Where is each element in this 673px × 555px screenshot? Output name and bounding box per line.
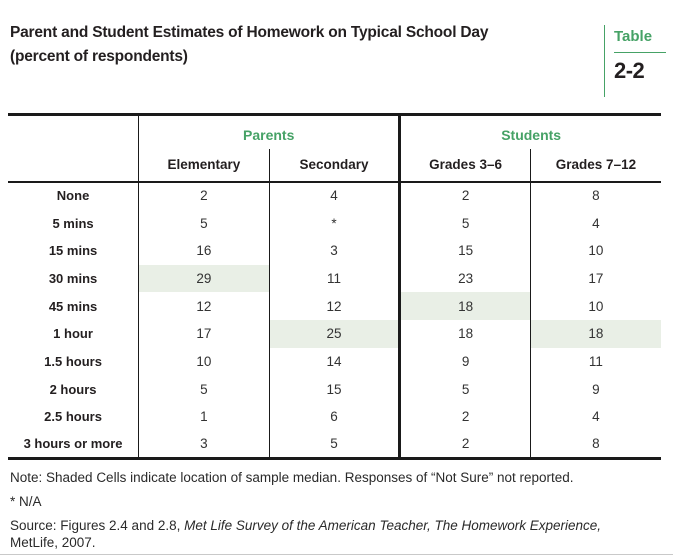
corner-cell [8,114,140,182]
cell: 2 [138,181,270,210]
cell: 15 [268,375,400,403]
cell: 10 [529,236,661,265]
row-label: 2.5 hours [44,409,102,425]
cell: 9 [398,347,531,376]
table-row: 1 hour 17 25 18 18 [8,319,661,348]
row-label: None [56,188,90,204]
cell: 11 [529,347,661,376]
table-row: None 2 4 2 8 [8,181,661,210]
cell: 2 [398,403,531,431]
cell: 9 [529,375,661,403]
source-text: Source: Figures 2.4 and 2.8, Met Life Su… [10,517,665,551]
cell: 2 [398,430,531,459]
cell: 3 [268,236,400,265]
cell: 8 [529,181,661,210]
homework-estimates-table: Parents Students Elementary Secondary Gr… [8,113,661,460]
cell: 1 [138,403,270,431]
row-label: 30 mins [48,270,98,286]
table-row: 1.5 hours 10 14 9 11 [8,347,661,376]
cell: 29 [138,264,270,293]
source-suffix: MetLife, 2007. [10,535,96,550]
cell: 4 [268,181,400,210]
cell: 16 [138,236,270,265]
cell: 12 [138,292,270,320]
group-header-students: Students [501,127,562,144]
table-row: 2 hours 5 15 5 9 [8,375,661,403]
cell: 18 [398,292,531,320]
cell: 2 [398,181,531,210]
note-text: Note: Shaded Cells indicate location of … [10,470,574,485]
cell: 15 [398,236,531,265]
cell: 5 [268,430,400,459]
cell: 4 [529,209,661,237]
row-label: 3 hours or more [23,436,123,452]
cell: 5 [138,209,270,237]
cell: 12 [268,292,400,320]
cell: 5 [398,209,531,237]
asterisk-note: * N/A [10,494,42,509]
source-prefix: Source: Figures 2.4 and 2.8, [10,518,185,533]
cell: 17 [138,319,270,348]
row-label: 1 hour [53,326,93,342]
row-label: 5 mins [52,215,94,231]
group-header-parents: Parents [138,114,402,149]
row-label: 2 hours [49,381,97,397]
row-label: 15 mins [48,243,98,259]
cell: 18 [398,319,531,348]
column-header-row: Elementary Secondary Grades 3–6 Grades 7… [8,148,661,182]
page-title: Parent and Student Estimates of Homework… [10,21,590,69]
cell: 25 [268,319,400,348]
column-header-grades-3-6: Grades 3–6 [398,148,531,182]
cell: 23 [398,264,531,293]
title-line-1: Parent and Student Estimates of Homework… [10,24,489,41]
cell: 10 [138,347,270,376]
table-number-badge: Table 2-2 [604,25,666,97]
group-header-row: Parents Students [8,114,661,182]
table-row: 30 mins 29 11 23 17 [8,264,661,293]
cell: 17 [529,264,661,293]
badge-number: 2-2 [614,58,645,83]
column-header-grades-7-12: Grades 7–12 [529,148,661,182]
cell: 4 [529,403,661,431]
table-row: 2.5 hours 1 6 2 4 [8,403,661,431]
cell: 14 [268,347,400,376]
table-body: None 2 4 2 8 5 mins 5 * 5 4 15 mins 16 3… [8,181,661,459]
cell: 8 [529,430,661,459]
table-header: Parents Students Elementary Secondary Gr… [8,114,661,182]
cell: 11 [268,264,400,293]
cell: 6 [268,403,400,431]
row-label: 1.5 hours [44,353,102,369]
table-row: 45 mins 12 12 18 10 [8,292,661,320]
cell: 5 [138,375,270,403]
table-row: 15 mins 16 3 15 10 [8,236,661,265]
table-row: 3 hours or more 3 5 2 8 [8,430,661,459]
row-label: 45 mins [48,298,98,314]
cell: 10 [529,292,661,320]
column-header-secondary: Secondary [268,148,400,182]
footnotes: Note: Shaded Cells indicate location of … [10,469,665,551]
cell: 5 [398,375,531,403]
cell: * [268,209,400,237]
cell: 18 [529,319,661,348]
badge-label: Table [614,25,666,53]
source-italic-title: Met Life Survey of the American Teacher,… [184,518,602,533]
title-line-2: (percent of respondents) [10,48,188,65]
column-header-elementary: Elementary [138,148,270,182]
table-row: 5 mins 5 * 5 4 [8,209,661,237]
cell: 3 [138,430,270,459]
